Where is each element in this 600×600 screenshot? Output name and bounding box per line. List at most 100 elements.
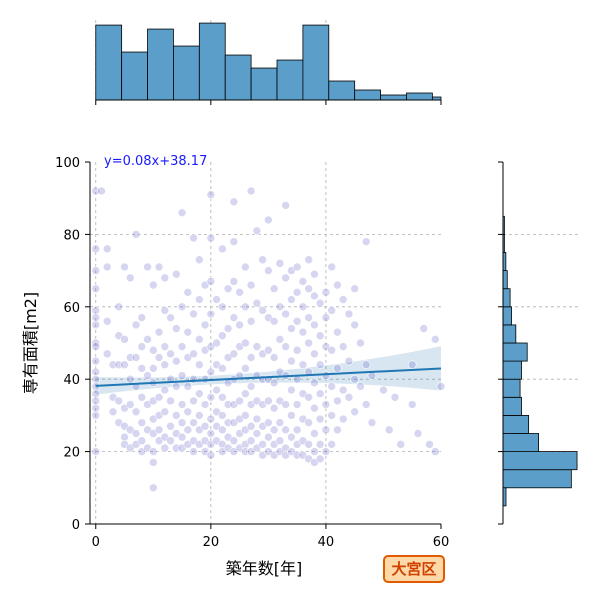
x-hist-bar	[406, 92, 433, 101]
scatter-point	[137, 392, 147, 402]
scatter-point	[229, 197, 239, 207]
scatter-point	[137, 313, 147, 322]
scatter-point	[195, 360, 204, 370]
scatter-point	[189, 418, 198, 427]
location-badge: 大宮区	[383, 555, 445, 583]
scatter-point	[292, 345, 302, 355]
scatter-point	[269, 353, 279, 362]
scatter-point	[125, 374, 135, 384]
scatter-point	[143, 335, 152, 344]
scatter-point	[350, 407, 359, 417]
scatter-point	[390, 392, 400, 402]
scatter-point	[292, 262, 302, 272]
scatter-point	[264, 432, 273, 442]
scatter-point	[287, 324, 296, 333]
y-tick-label: 60	[63, 301, 80, 316]
scatter-point	[258, 440, 267, 449]
y-hist-bar	[502, 451, 578, 471]
scatter-point	[148, 345, 158, 355]
x-hist-bar	[380, 94, 407, 101]
scatter-point	[333, 280, 342, 290]
scatter-point	[223, 284, 233, 294]
scatter-point	[114, 302, 124, 312]
scatter-point	[189, 447, 198, 456]
scatter-point	[206, 429, 216, 438]
y-hist-bar	[502, 342, 528, 362]
scatter-point	[310, 320, 319, 330]
y-hist-bar	[502, 324, 517, 344]
scatter-point	[177, 342, 187, 351]
scatter-point	[327, 262, 336, 272]
x-hist-bar	[121, 51, 148, 101]
scatter-point	[430, 447, 440, 456]
scatter-point	[292, 425, 302, 435]
scatter-point	[287, 356, 296, 366]
scatter-point	[315, 389, 325, 398]
scatter-point	[131, 230, 141, 239]
scatter-point	[120, 335, 129, 344]
scatter-point	[298, 360, 308, 370]
scatter-point	[172, 269, 181, 279]
scatter-point	[379, 385, 388, 395]
scatter-point	[91, 313, 101, 322]
scatter-point	[91, 338, 101, 348]
scatter-point	[321, 313, 331, 322]
scatter-point	[189, 396, 198, 406]
scatter-point	[310, 269, 319, 279]
scatter-point	[269, 403, 279, 413]
x-axis-label: 築年数[年]	[226, 559, 303, 578]
scatter-point	[350, 284, 359, 294]
x-hist-bar	[95, 24, 123, 101]
scatter-point	[264, 266, 273, 275]
scatter-point	[166, 349, 175, 359]
y-hist-bar	[502, 306, 512, 326]
scatter-point	[91, 320, 101, 330]
y-hist-bar	[502, 288, 511, 308]
y-hist-bar	[502, 396, 522, 416]
scatter-point	[246, 436, 256, 446]
scatter-point	[160, 385, 170, 395]
scatter-point	[304, 392, 313, 402]
scatter-point	[160, 443, 170, 453]
scatter-point	[304, 284, 313, 294]
scatter-point	[344, 356, 354, 366]
scatter-point	[200, 320, 210, 330]
scatter-point	[246, 353, 256, 362]
x-hist-bar	[328, 80, 356, 101]
scatter-point	[91, 284, 101, 294]
scatter-point	[218, 244, 227, 254]
scatter-point	[91, 306, 101, 315]
scatter-point	[137, 436, 147, 446]
scatter-point	[361, 237, 371, 246]
scatter-point	[275, 259, 285, 268]
scatter-point	[177, 371, 187, 380]
x-marginal-histogram	[95, 20, 442, 105]
scatter-point	[172, 382, 181, 391]
scatter-point	[102, 316, 112, 326]
scatter-point	[91, 411, 101, 420]
x-hist-bar	[250, 67, 278, 101]
scatter-point	[310, 447, 319, 456]
scatter-point	[195, 411, 204, 420]
scatter-point	[218, 392, 227, 402]
scatter-point	[235, 288, 244, 297]
scatter-point	[269, 284, 279, 294]
scatter-point	[206, 414, 216, 424]
scatter-point	[235, 320, 244, 330]
scatter-point	[396, 440, 406, 449]
scatter-point	[154, 353, 164, 362]
x-hist-bar	[198, 22, 226, 101]
scatter-point	[310, 403, 319, 413]
scatter-point	[321, 371, 331, 380]
scatter-point	[160, 407, 170, 417]
scatter-point	[315, 440, 325, 449]
scatter-point	[315, 331, 325, 341]
x-hist-bar	[147, 28, 174, 101]
y-tick-label: 20	[63, 446, 80, 461]
scatter-point	[350, 320, 359, 330]
scatter-point	[241, 364, 250, 373]
regression-line	[95, 367, 442, 387]
x-tick-label: 20	[203, 535, 220, 550]
scatter-point	[218, 411, 227, 420]
x-hist-bar	[276, 59, 304, 101]
